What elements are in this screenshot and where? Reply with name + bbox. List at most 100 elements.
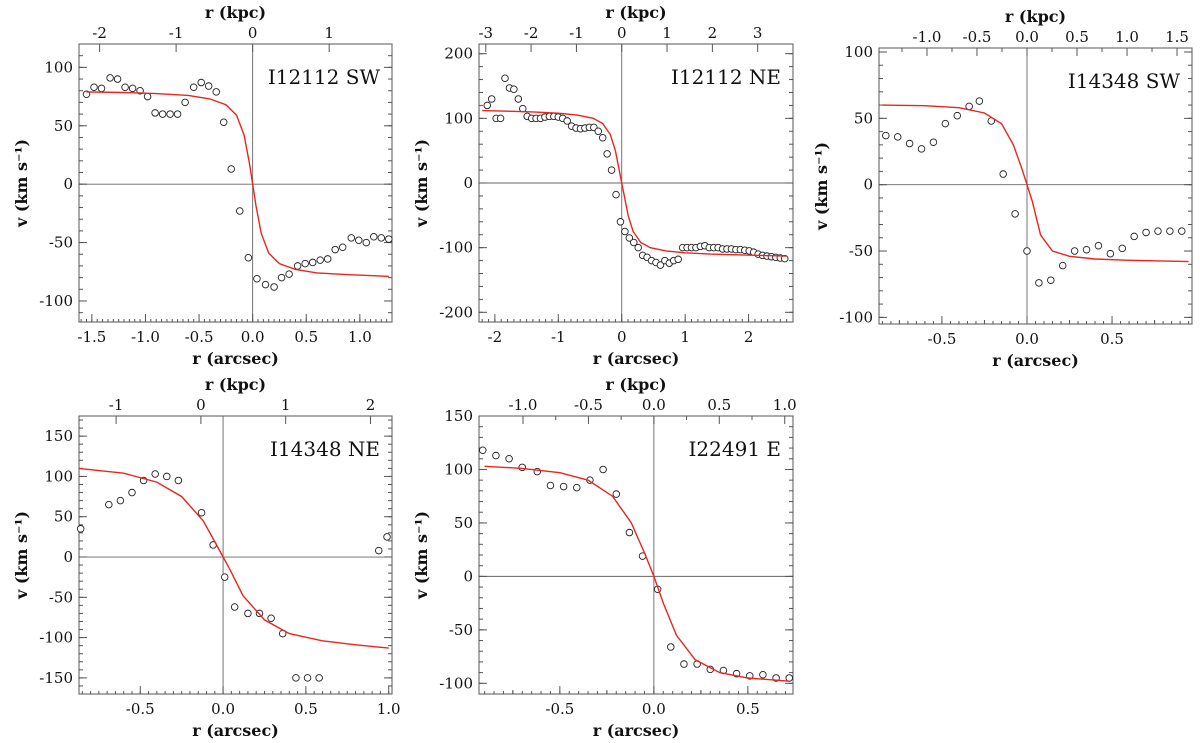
data-point (501, 74, 509, 83)
top-x-tick-label: 0.0 (642, 396, 666, 414)
data-point (377, 234, 386, 242)
data-point (882, 131, 890, 140)
data-point (1106, 249, 1115, 258)
data-point (680, 660, 688, 668)
y-tick-label: -100 (439, 239, 473, 257)
panel-1: -1.5 -1.0 -0.5 0.0 0.5 1.0 -2 -1 0 1 -100 -50 0 50 100… (12, 3, 393, 368)
x-tick-label: 0.5 (1100, 330, 1124, 348)
model-curve (484, 465, 790, 682)
top-x-tick-label: 2 (708, 24, 718, 42)
data-point (893, 133, 902, 141)
data-point (785, 674, 793, 682)
top-x-axis-label: r (kpc) (1005, 7, 1066, 26)
data-point (362, 238, 371, 247)
data-point (301, 259, 309, 268)
x-tick-label: 1.0 (377, 700, 401, 718)
data-point (212, 88, 220, 96)
data-point (573, 483, 581, 492)
panel-3: -0.5 0.0 0.5 -1.0 -0.5 0.0 0.5 1.0 1.5 -100 -50 0 50… (812, 7, 1193, 370)
x-tick-label: 0.5 (294, 328, 318, 346)
x-tick-label: 0.0 (1015, 330, 1039, 348)
data-point (1035, 279, 1043, 287)
top-x-tick-label: 3 (753, 24, 763, 42)
data-point (510, 85, 518, 94)
data-point (220, 573, 229, 581)
data-point (106, 74, 114, 82)
x-tick-label: -1.5 (77, 328, 106, 346)
data-point (1058, 261, 1067, 270)
data-point (163, 472, 171, 481)
top-x-tick-label: -1 (109, 396, 124, 414)
data-point (244, 609, 252, 618)
data-point (1011, 210, 1019, 218)
top-x-tick-label: -1 (569, 24, 584, 42)
data-point (1023, 247, 1031, 255)
data-point (492, 451, 500, 460)
data-point (514, 95, 523, 103)
data-point (173, 110, 182, 118)
data-point (197, 508, 206, 517)
data-point (385, 235, 393, 243)
data-point (323, 255, 332, 263)
top-x-tick-label: 1 (662, 24, 672, 42)
y-tick-label: 0 (863, 176, 873, 194)
x-axis-label: r (arcsec) (992, 351, 1079, 370)
data-point (667, 643, 675, 651)
x-tick-label: -1 (551, 328, 566, 346)
data-point (1118, 244, 1127, 253)
model-curve (482, 109, 787, 257)
data-point (598, 133, 607, 142)
data-point (1154, 227, 1162, 235)
panel-title: I12112 NE (671, 65, 781, 89)
data-point (270, 283, 278, 291)
x-axis-label: r (arcsec) (192, 721, 279, 740)
data-point (518, 463, 526, 472)
data-point (128, 84, 137, 93)
y-tick-label: -100 (39, 292, 73, 310)
data-point (204, 82, 213, 90)
data-point (244, 254, 253, 262)
data-point (261, 280, 270, 289)
data-point (285, 270, 293, 278)
data-point (929, 138, 938, 146)
data-point (599, 465, 607, 474)
data-point (219, 118, 228, 127)
y-tick-label: 0 (463, 174, 473, 192)
data-point (905, 139, 914, 148)
data-point (338, 243, 347, 251)
plot-frame (78, 43, 393, 323)
data-point (496, 114, 505, 123)
data-point (253, 275, 261, 283)
data-point (953, 111, 962, 120)
data-point (166, 110, 174, 118)
data-point (151, 109, 159, 117)
data-point (316, 256, 324, 264)
y-tick-label: -50 (849, 242, 873, 260)
data-point (487, 95, 496, 103)
y-axis-label: v (km s⁻¹) (12, 511, 31, 600)
top-x-tick-label: 1 (281, 396, 291, 414)
x-axis-label: r (arcsec) (593, 721, 680, 740)
data-point (267, 614, 275, 623)
data-point (479, 446, 487, 454)
y-axis-label: v (km s⁻¹) (12, 139, 31, 228)
y-axis-label: v (km s⁻¹) (412, 511, 431, 600)
top-x-tick-label: 0 (617, 24, 627, 42)
x-tick-label: -0.5 (185, 328, 214, 346)
top-x-axis-label: r (kpc) (205, 375, 266, 394)
data-point (1082, 245, 1091, 254)
x-tick-label: 2 (744, 328, 754, 346)
top-x-tick-label: 1 (324, 24, 334, 42)
top-x-tick-label: 0 (248, 24, 258, 42)
data-point (505, 455, 513, 463)
x-tick-label: -0.5 (545, 700, 574, 718)
data-point (331, 245, 339, 254)
panel-title: I22491 E (689, 437, 781, 461)
top-x-tick-label: 2 (366, 396, 376, 414)
x-tick-label: -0.5 (126, 700, 155, 718)
data-point (781, 254, 789, 263)
y-tick-label: 100 (444, 109, 473, 127)
y-tick-label: 100 (444, 460, 473, 478)
data-point (546, 481, 555, 490)
